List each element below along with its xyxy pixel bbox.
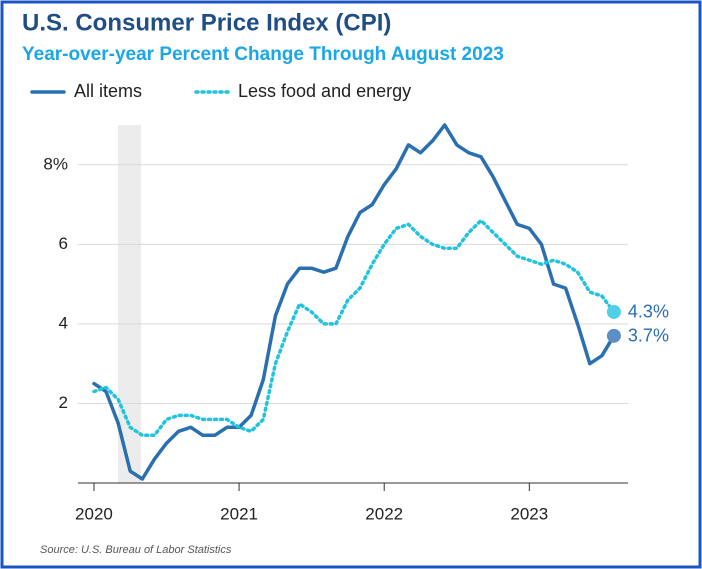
chart-title: U.S. Consumer Price Index (CPI) [22, 9, 391, 36]
x-tick-label: 2020 [75, 504, 113, 523]
series-line [92, 123, 616, 481]
source: Source: U.S. Bureau of Labor Statistics [40, 544, 232, 556]
end-point [606, 304, 621, 319]
x-tick-label: 2021 [220, 504, 258, 523]
value-label: 3.7% [628, 326, 669, 346]
y-tick-label: 4 [59, 313, 68, 332]
value-label: 4.3% [628, 302, 669, 322]
legend-label: All items [74, 81, 142, 101]
y-tick-label: 8% [43, 154, 68, 173]
legend-label: Less food and energy [238, 81, 411, 101]
x-tick-label: 2023 [510, 504, 548, 523]
end-point [606, 328, 621, 343]
series-line [92, 218, 616, 438]
recession-band [118, 125, 141, 483]
y-tick-label: 6 [59, 234, 68, 253]
y-tick-label: 2 [59, 393, 68, 412]
x-tick-label: 2022 [365, 504, 403, 523]
chart-subtitle: Year-over-year Percent Change Through Au… [22, 44, 504, 65]
